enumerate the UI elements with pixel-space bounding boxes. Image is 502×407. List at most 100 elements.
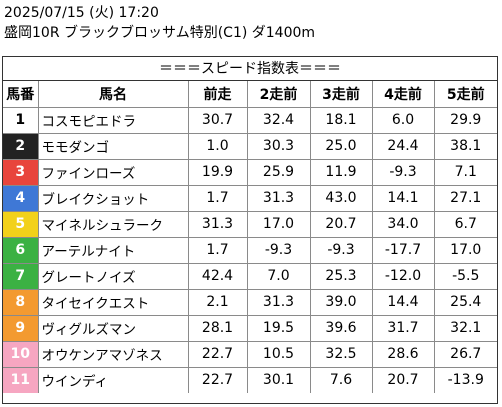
horse-name-cell: アーテルナイト	[37, 236, 189, 264]
speed-index-cell: 29.9	[433, 106, 497, 134]
horse-name-cell: モモダンゴ	[37, 132, 189, 160]
speed-index-cell: 42.4	[187, 262, 248, 290]
col-header-number: 馬番	[3, 81, 39, 108]
speed-index-cell: 17.0	[433, 236, 497, 264]
table-row: 10 オウケンアマゾネス 22.7 10.5 32.5 28.6 26.7	[3, 340, 497, 368]
horse-name-cell: タイセイクエスト	[37, 288, 189, 316]
speed-index-cell: 22.7	[187, 366, 248, 393]
col-header-3-races-ago: 3走前	[309, 81, 373, 108]
speed-index-cell: 39.0	[309, 288, 373, 316]
speed-index-cell: -17.7	[371, 236, 435, 264]
race-title: 盛岡10R ブラックブロッサム特別(C1) ダ1400m	[4, 25, 316, 41]
speed-index-cell: 32.1	[433, 314, 497, 342]
speed-index-panel: ＝＝＝スピード指数表＝＝＝ 馬番 馬名 前走 2走前 3走前 4走前 5走前 1…	[2, 56, 498, 404]
horse-name-cell: ウインディ	[37, 366, 189, 393]
table-row: 2 モモダンゴ 1.0 30.3 25.0 24.4 38.1	[3, 132, 497, 160]
speed-index-cell: 30.3	[246, 132, 311, 160]
speed-index-cell: -13.9	[433, 366, 497, 393]
table-row: 9 ヴィグルズマン 28.1 19.5 39.6 31.7 32.1	[3, 314, 497, 342]
speed-index-cell: 1.7	[187, 184, 248, 212]
speed-index-table: 馬番 馬名 前走 2走前 3走前 4走前 5走前 1 コスモピエドラ 30.7 32.…	[3, 81, 497, 393]
horse-name-cell: マイネルシュラーク	[37, 210, 189, 238]
speed-index-cell: 1.0	[187, 132, 248, 160]
horse-name-cell: ヴィグルズマン	[37, 314, 189, 342]
speed-index-cell: 11.9	[309, 158, 373, 186]
horse-number-cell: 6	[3, 236, 39, 264]
horse-number-cell: 1	[3, 106, 39, 134]
speed-index-cell: 31.3	[187, 210, 248, 238]
speed-index-cell: 14.1	[371, 184, 435, 212]
speed-index-cell: 19.5	[246, 314, 311, 342]
speed-index-cell: 31.3	[246, 184, 311, 212]
speed-index-cell: 31.7	[371, 314, 435, 342]
panel-subtitle: ＝＝＝スピード指数表＝＝＝	[3, 57, 497, 81]
speed-index-cell: 14.4	[371, 288, 435, 316]
col-header-4-races-ago: 4走前	[371, 81, 435, 108]
speed-index-cell: 10.5	[246, 340, 311, 368]
horse-name-cell: オウケンアマゾネス	[37, 340, 189, 368]
horse-number-cell: 5	[3, 210, 39, 238]
speed-index-cell: 6.7	[433, 210, 497, 238]
horse-name-cell: グレートノイズ	[37, 262, 189, 290]
speed-index-cell: 25.3	[309, 262, 373, 290]
speed-index-cell: 19.9	[187, 158, 248, 186]
col-header-5-races-ago: 5走前	[433, 81, 497, 108]
speed-index-cell: 6.0	[371, 106, 435, 134]
table-row: 7 グレートノイズ 42.4 7.0 25.3 -12.0 -5.5	[3, 262, 497, 290]
speed-index-cell: 27.1	[433, 184, 497, 212]
speed-index-cell: 24.4	[371, 132, 435, 160]
table-row: 6 アーテルナイト 1.7 -9.3 -9.3 -17.7 17.0	[3, 236, 497, 264]
col-header-horse-name: 馬名	[37, 81, 189, 108]
speed-index-cell: 7.0	[246, 262, 311, 290]
speed-index-cell: -9.3	[246, 236, 311, 264]
speed-index-cell: 25.0	[309, 132, 373, 160]
speed-index-cell: 43.0	[309, 184, 373, 212]
speed-index-cell: 32.4	[246, 106, 311, 134]
speed-index-cell: -9.3	[309, 236, 373, 264]
table-row: 5 マイネルシュラーク 31.3 17.0 20.7 34.0 6.7	[3, 210, 497, 238]
speed-index-cell: -9.3	[371, 158, 435, 186]
horse-number-cell: 2	[3, 132, 39, 160]
speed-index-cell: 18.1	[309, 106, 373, 134]
horse-number-cell: 4	[3, 184, 39, 212]
speed-index-cell: 34.0	[371, 210, 435, 238]
speed-index-cell: 7.1	[433, 158, 497, 186]
speed-index-cell: 1.7	[187, 236, 248, 264]
speed-index-cell: 38.1	[433, 132, 497, 160]
speed-index-cell: 30.7	[187, 106, 248, 134]
speed-index-cell: 39.6	[309, 314, 373, 342]
horse-number-cell: 7	[3, 262, 39, 290]
horse-number-cell: 3	[3, 158, 39, 186]
speed-index-cell: 28.6	[371, 340, 435, 368]
horse-name-cell: ブレイクショット	[37, 184, 189, 212]
speed-index-cell: 17.0	[246, 210, 311, 238]
horse-number-cell: 10	[3, 340, 39, 368]
speed-index-cell: 2.1	[187, 288, 248, 316]
speed-index-cell: 25.4	[433, 288, 497, 316]
speed-index-cell: 20.7	[371, 366, 435, 393]
horse-name-cell: コスモピエドラ	[37, 106, 189, 134]
horse-number-cell: 9	[3, 314, 39, 342]
horse-number-cell: 8	[3, 288, 39, 316]
col-header-2-races-ago: 2走前	[246, 81, 311, 108]
table-row: 3 ファインローズ 19.9 25.9 11.9 -9.3 7.1	[3, 158, 497, 186]
table-row: 1 コスモピエドラ 30.7 32.4 18.1 6.0 29.9	[3, 106, 497, 134]
table-row: 11 ウインディ 22.7 30.1 7.6 20.7 -13.9	[3, 366, 497, 393]
speed-index-cell: 28.1	[187, 314, 248, 342]
speed-index-cell: 30.1	[246, 366, 311, 393]
speed-index-cell: -12.0	[371, 262, 435, 290]
speed-index-cell: 32.5	[309, 340, 373, 368]
speed-index-cell: 25.9	[246, 158, 311, 186]
speed-index-cell: 22.7	[187, 340, 248, 368]
table-header-row: 馬番 馬名 前走 2走前 3走前 4走前 5走前	[3, 81, 497, 108]
speed-index-cell: 7.6	[309, 366, 373, 393]
horse-name-cell: ファインローズ	[37, 158, 189, 186]
date-time-line: 2025/07/15 (火) 17:20	[4, 5, 159, 21]
speed-index-cell: 31.3	[246, 288, 311, 316]
table-row: 8 タイセイクエスト 2.1 31.3 39.0 14.4 25.4	[3, 288, 497, 316]
speed-index-cell: -5.5	[433, 262, 497, 290]
speed-index-cell: 26.7	[433, 340, 497, 368]
table-row: 4 ブレイクショット 1.7 31.3 43.0 14.1 27.1	[3, 184, 497, 212]
horse-number-cell: 11	[3, 366, 39, 393]
speed-index-cell: 20.7	[309, 210, 373, 238]
